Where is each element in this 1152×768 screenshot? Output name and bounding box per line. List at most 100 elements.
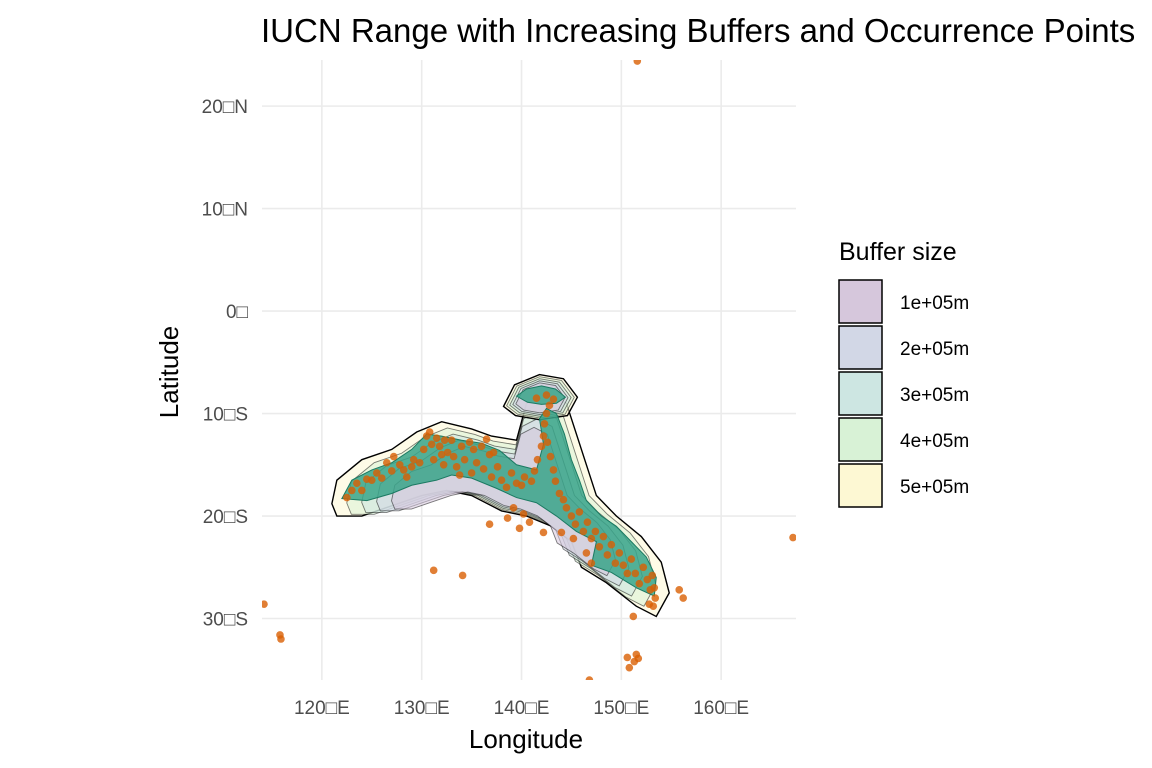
occurrence-point-67 bbox=[571, 520, 580, 529]
occurrence-point-3 bbox=[358, 486, 366, 495]
occurrence-point-68 bbox=[575, 508, 584, 516]
occurrence-point-114 bbox=[458, 571, 467, 580]
y-tick-label-4: 20□S bbox=[203, 507, 248, 528]
occurrence-point-24 bbox=[437, 450, 446, 459]
occurrence-point-118 bbox=[633, 60, 642, 65]
occurrence-point-91 bbox=[649, 602, 658, 611]
occurrence-point-53 bbox=[533, 455, 542, 464]
occurrence-point-29 bbox=[449, 452, 458, 461]
occurrence-point-101 bbox=[587, 559, 596, 567]
occurrence-point-11 bbox=[395, 460, 404, 469]
occurrence-point-33 bbox=[460, 455, 469, 464]
occurrence-point-116 bbox=[277, 635, 285, 643]
legend-key-1 bbox=[838, 325, 883, 370]
occurrence-point-54 bbox=[537, 442, 546, 451]
occurrence-point-0 bbox=[343, 493, 351, 502]
occurrence-point-107 bbox=[630, 657, 639, 666]
occurrence-point-66 bbox=[567, 512, 576, 520]
legend: Buffer size 1e+05m 2e+05m 3e+05m 4e+05m 5e+0… bbox=[838, 238, 969, 508]
occurrence-point-78 bbox=[615, 549, 624, 557]
occurrence-point-45 bbox=[497, 476, 506, 484]
occurrence-point-81 bbox=[627, 555, 636, 563]
occurrence-point-119 bbox=[789, 533, 796, 542]
x-tick-label-3: 150□E bbox=[593, 698, 649, 719]
occurrence-point-46 bbox=[502, 483, 511, 492]
occurrence-point-102 bbox=[569, 534, 578, 543]
occurrence-point-51 bbox=[527, 477, 536, 485]
occurrence-point-95 bbox=[519, 510, 528, 518]
occurrence-point-65 bbox=[562, 504, 571, 512]
occurrence-point-84 bbox=[639, 563, 648, 572]
legend-key-2 bbox=[838, 371, 883, 416]
occurrence-point-79 bbox=[619, 561, 628, 570]
occurrence-point-112 bbox=[679, 594, 688, 602]
occurrence-point-37 bbox=[472, 458, 481, 467]
occurrence-point-25 bbox=[439, 460, 448, 469]
occurrence-point-23 bbox=[435, 442, 444, 451]
x-axis-title: Longitude bbox=[469, 724, 583, 754]
occurrence-point-10 bbox=[389, 452, 398, 461]
occurrence-point-44 bbox=[493, 463, 502, 471]
occurrence-point-47 bbox=[507, 469, 516, 477]
legend-key-3 bbox=[838, 417, 883, 462]
occurrence-point-72 bbox=[591, 527, 600, 536]
occurrence-point-109 bbox=[625, 663, 634, 672]
x-tick-label-2: 140□E bbox=[494, 698, 550, 719]
occurrence-point-69 bbox=[579, 527, 588, 536]
occurrence-point-77 bbox=[611, 559, 620, 567]
legend-key-4 bbox=[838, 463, 883, 508]
occurrence-point-32 bbox=[457, 442, 466, 451]
occurrence-point-42 bbox=[487, 473, 496, 481]
occurrence-point-16 bbox=[415, 458, 424, 467]
y-axis-ticks: 20□N 10□N 0□ 10□S 20□S 30□S bbox=[202, 97, 249, 630]
x-tick-label-4: 160□E bbox=[693, 698, 749, 719]
occurrence-point-15 bbox=[409, 455, 418, 464]
occurrence-point-1 bbox=[348, 486, 356, 495]
occurrence-point-50 bbox=[520, 473, 529, 481]
occurrence-point-27 bbox=[443, 448, 452, 457]
legend-label-4: 5e+05m bbox=[900, 477, 969, 498]
occurrence-point-96 bbox=[525, 518, 534, 526]
x-tick-label-0: 120□E bbox=[294, 698, 350, 719]
occurrence-point-70 bbox=[583, 518, 592, 526]
legend-label-1: 2e+05m bbox=[900, 339, 969, 360]
occurrence-point-9 bbox=[387, 467, 396, 475]
occurrence-point-100 bbox=[582, 549, 591, 557]
occurrence-point-61 bbox=[549, 466, 558, 474]
grid bbox=[262, 60, 796, 680]
occurrence-point-97 bbox=[509, 504, 518, 512]
occurrence-point-39 bbox=[479, 465, 488, 473]
occurrence-point-98 bbox=[503, 514, 512, 522]
y-tick-label-0: 20□N bbox=[202, 97, 248, 118]
legend-key-0 bbox=[838, 279, 883, 324]
occurrence-point-5 bbox=[367, 476, 376, 484]
occurrence-point-52 bbox=[530, 467, 539, 475]
occurrence-point-121 bbox=[515, 524, 524, 533]
occurrence-point-55 bbox=[539, 432, 548, 440]
y-tick-label-2: 0□ bbox=[226, 302, 249, 323]
occurrence-point-113 bbox=[429, 566, 438, 575]
occurrence-point-21 bbox=[429, 455, 438, 464]
occurrence-point-35 bbox=[467, 469, 476, 477]
chart-title: IUCN Range with Increasing Buffers and O… bbox=[261, 12, 1135, 49]
occurrence-point-43 bbox=[489, 448, 498, 457]
occurrence-point-58 bbox=[545, 401, 554, 410]
occurrence-point-103 bbox=[557, 528, 566, 537]
occurrence-point-64 bbox=[559, 495, 568, 504]
occurrence-point-63 bbox=[555, 489, 564, 498]
legend-label-0: 1e+05m bbox=[900, 293, 969, 314]
occurrence-point-20 bbox=[427, 440, 436, 449]
occurrence-point-108 bbox=[623, 653, 632, 662]
occurrence-points bbox=[262, 60, 796, 680]
occurrence-point-117 bbox=[262, 600, 268, 608]
occurrence-point-75 bbox=[603, 551, 612, 559]
occurrence-point-49 bbox=[517, 481, 526, 490]
y-axis-title: Latitude bbox=[154, 326, 184, 419]
occurrence-point-92 bbox=[532, 394, 541, 402]
occurrence-point-93 bbox=[542, 391, 551, 399]
occurrence-point-60 bbox=[546, 452, 555, 461]
occurrence-point-13 bbox=[402, 473, 411, 481]
occurrence-point-83 bbox=[635, 579, 644, 588]
occurrence-point-28 bbox=[447, 436, 456, 444]
